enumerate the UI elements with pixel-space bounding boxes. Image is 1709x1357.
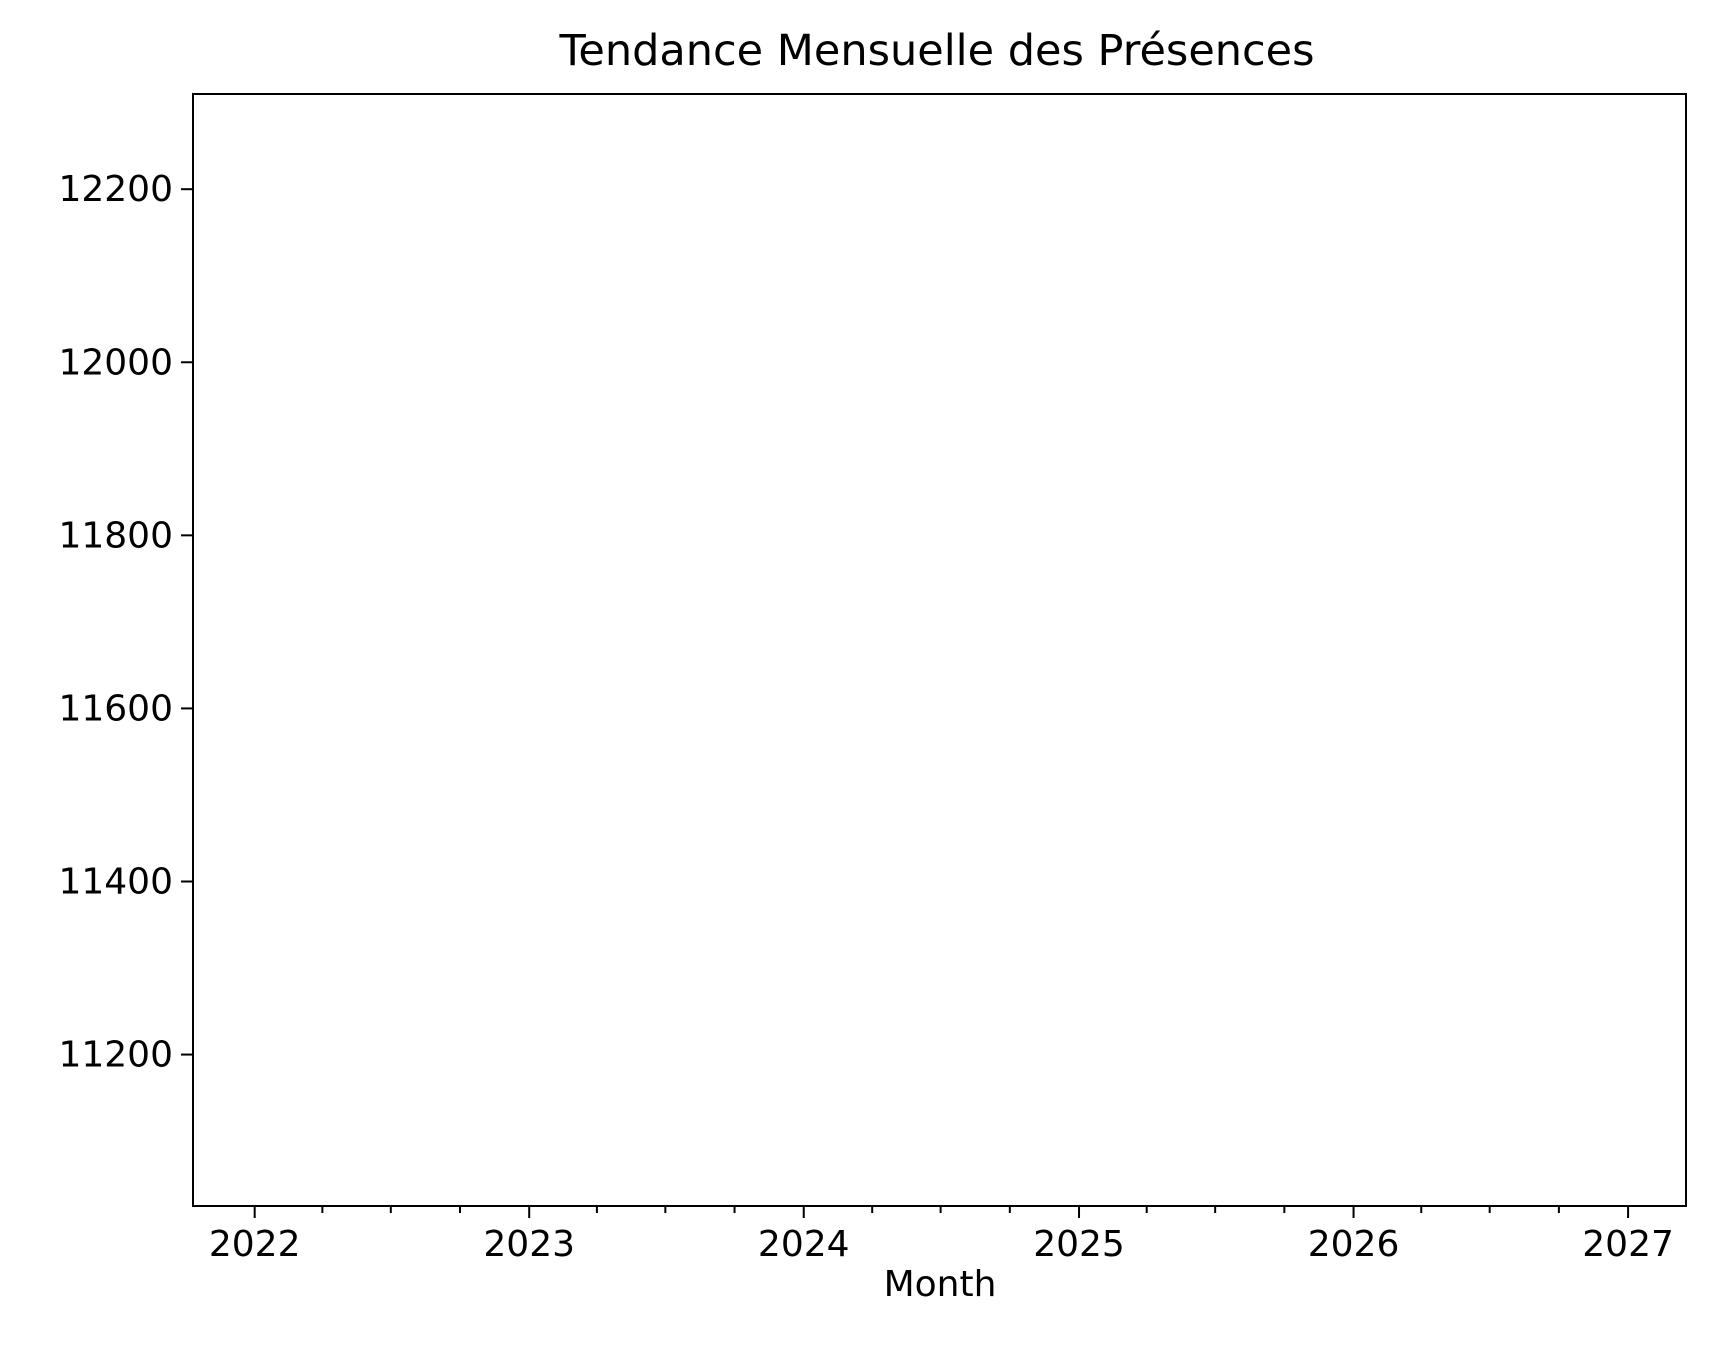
x-tick-label: 2024	[758, 1224, 850, 1265]
y-tick-label: 11200	[58, 1035, 173, 1076]
y-tick-label: 12200	[58, 169, 173, 210]
y-axis: 11200 11400 11600 11800 12000 12200	[58, 169, 193, 1076]
y-tick-label: 11800	[58, 515, 173, 556]
x-axis: 2022 2023 2024 2025 2026 2027	[209, 1206, 1674, 1265]
chart-title: Tendance Mensuelle des Présences	[558, 26, 1314, 76]
x-tick-label: 2022	[209, 1224, 301, 1265]
y-tick-label: 11600	[58, 688, 173, 729]
x-axis-label: Month	[884, 1264, 997, 1305]
x-tick-label: 2023	[483, 1224, 575, 1265]
x-tick-label: 2027	[1582, 1224, 1674, 1265]
y-tick-label: 11400	[58, 861, 173, 902]
y-tick-label: 12000	[58, 342, 173, 383]
x-tick-label: 2026	[1308, 1224, 1400, 1265]
plot-area	[192, 93, 1687, 1207]
x-tick-label: 2025	[1033, 1224, 1125, 1265]
